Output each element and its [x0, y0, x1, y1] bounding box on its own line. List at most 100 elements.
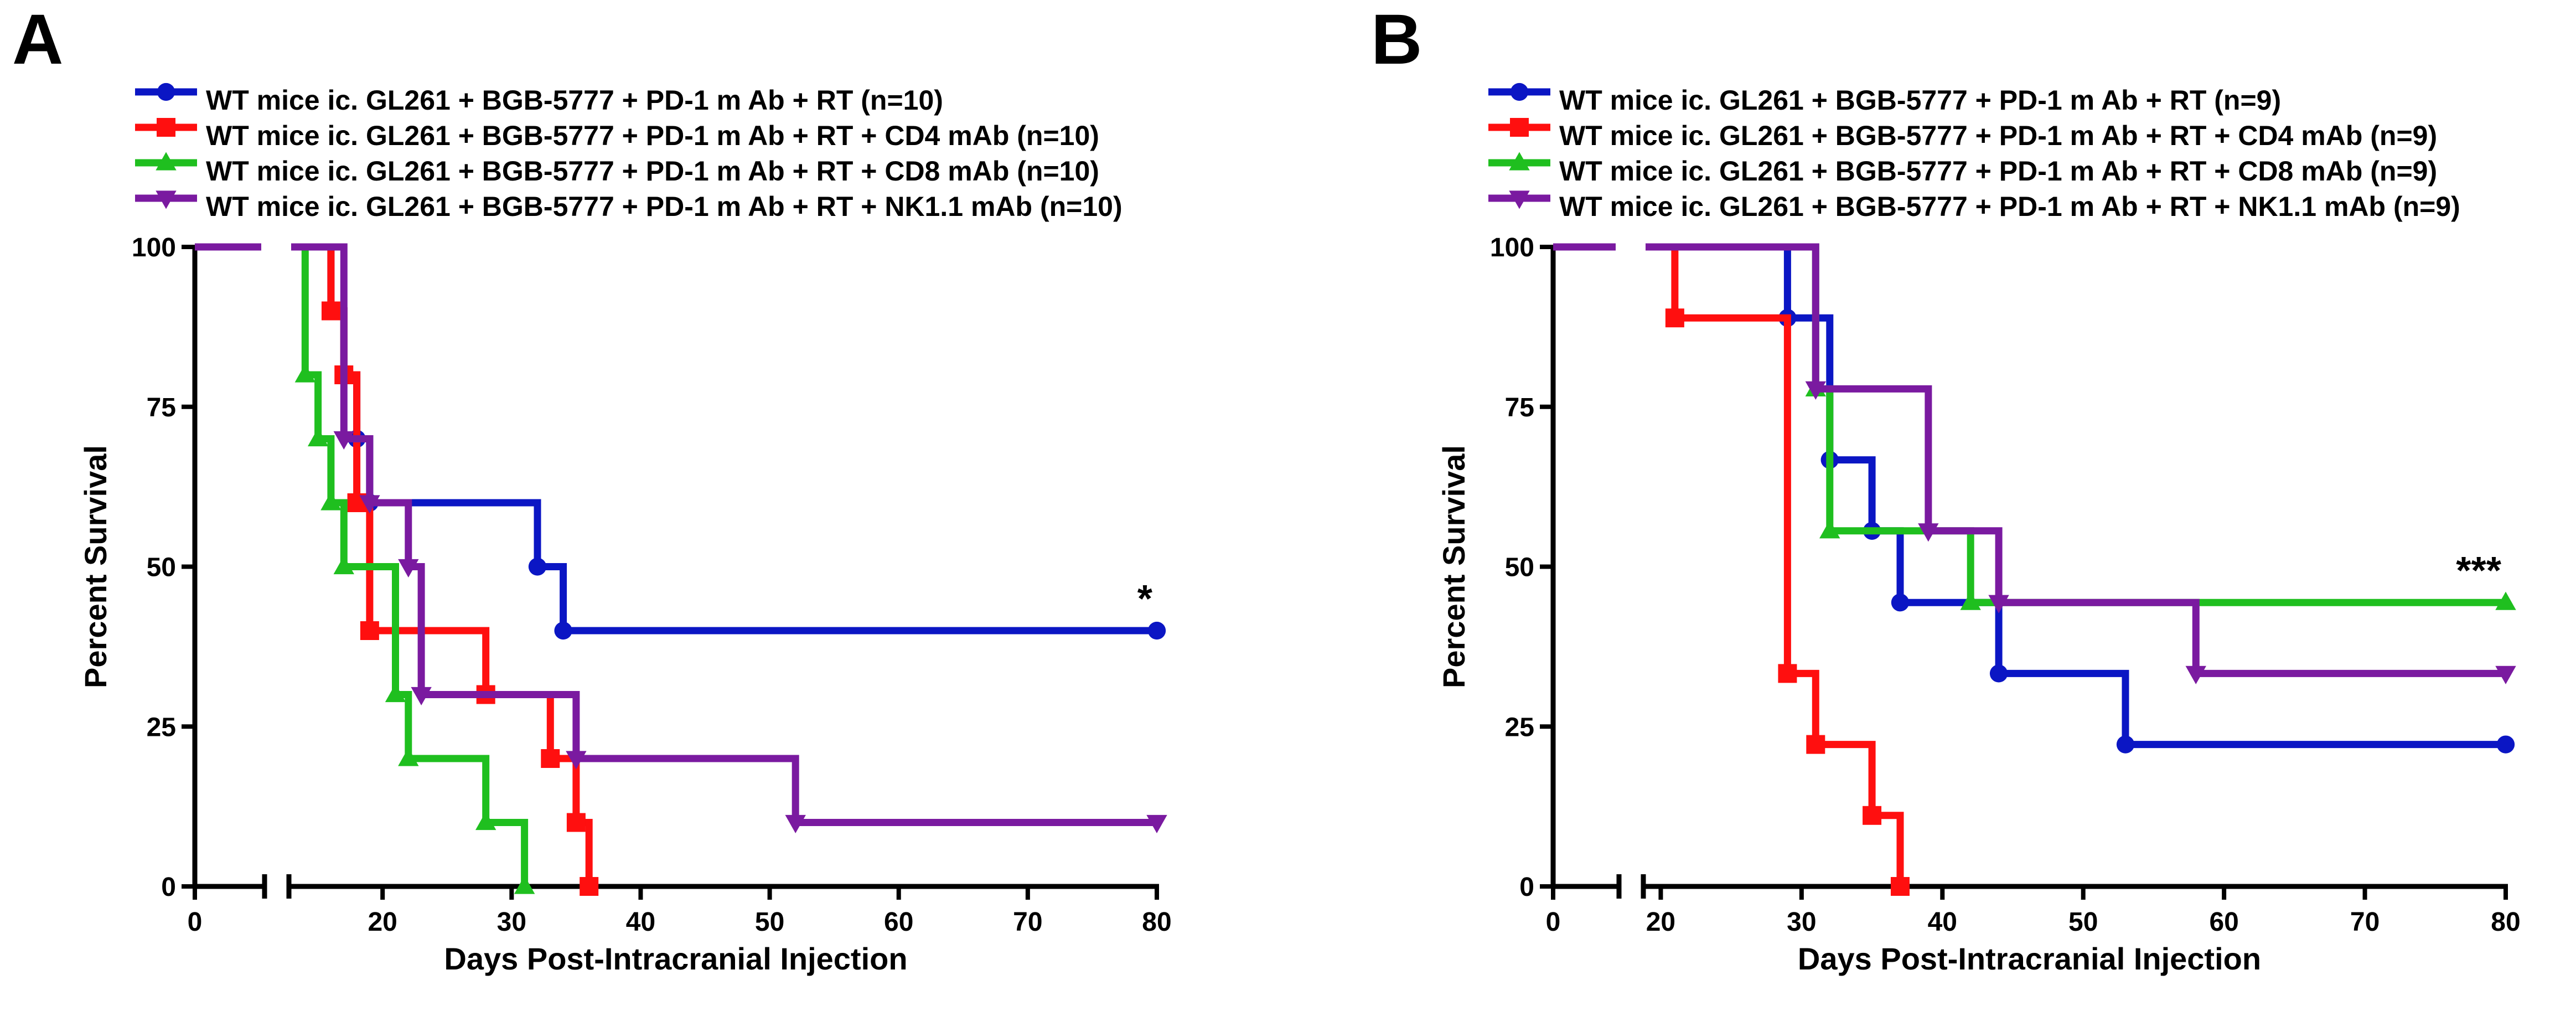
legend-label: WT mice ic. GL261 + BGB-5777 + PD-1 m Ab… — [206, 120, 1099, 151]
panel-label: B — [1371, 0, 1423, 79]
x-tick-label: 70 — [1013, 907, 1042, 937]
y-axis-title: Percent Survival — [1436, 445, 1471, 688]
data-point — [398, 559, 419, 578]
x-tick-label: 0 — [188, 907, 203, 937]
data-point — [1891, 594, 1910, 612]
series-line-1 — [1553, 243, 2506, 749]
series-line-3 — [195, 243, 529, 886]
legend-marker — [156, 152, 177, 171]
series-line-4 — [195, 243, 1157, 826]
x-tick-label: 20 — [368, 907, 397, 937]
x-tick-label: 60 — [2209, 907, 2238, 937]
data-point — [359, 495, 380, 514]
data-point — [514, 875, 535, 894]
x-tick-label: 40 — [626, 907, 655, 937]
legend-marker — [156, 190, 177, 209]
legend-swatch — [135, 118, 197, 137]
legend-marker — [1509, 190, 1530, 209]
x-tick-label: 60 — [884, 907, 913, 937]
data-point — [2495, 666, 2516, 684]
data-point — [2496, 735, 2515, 754]
data-point — [333, 555, 354, 575]
x-tick-label: 80 — [2491, 907, 2520, 937]
legend-label: WT mice ic. GL261 + BGB-5777 + PD-1 m Ab… — [1559, 120, 2438, 151]
data-point — [1146, 814, 1167, 834]
legend-label: WT mice ic. GL261 + BGB-5777 + PD-1 m Ab… — [1559, 85, 2282, 116]
x-axis-title: Days Post-Intracranial Injection — [444, 941, 907, 976]
axis-break-gap — [261, 230, 291, 264]
x-axis-title: Days Post-Intracranial Injection — [1798, 941, 2261, 976]
data-point — [2116, 735, 2135, 754]
y-tick-label: 100 — [1490, 233, 1534, 262]
data-point — [398, 747, 419, 766]
legend-label: WT mice ic. GL261 + BGB-5777 + PD-1 m Ab… — [1559, 191, 2460, 222]
data-point — [566, 813, 586, 832]
panel-label: A — [12, 0, 64, 79]
data-point — [1863, 806, 1882, 825]
y-tick-label: 0 — [1519, 873, 1534, 902]
legend-swatch — [135, 82, 197, 101]
data-point — [580, 877, 599, 896]
data-point — [333, 431, 354, 450]
data-point — [1806, 735, 1825, 754]
data-point — [1819, 520, 1840, 539]
x-tick-label: 80 — [1142, 907, 1171, 937]
y-tick-label: 0 — [161, 873, 176, 902]
x-tick-label: 70 — [2350, 907, 2380, 937]
y-tick-label: 50 — [1505, 553, 1534, 582]
legend-marker — [157, 118, 175, 137]
data-point — [2185, 666, 2206, 684]
survival-plot: 0 25 50 75 100 0 20 30 40 50 60 70 80 Days Post-Intra… — [78, 230, 1172, 976]
legend-label: WT mice ic. GL261 + BGB-5777 + PD-1 m Ab… — [206, 156, 1099, 187]
x-tick-label: 50 — [755, 907, 784, 937]
legend-marker — [1510, 82, 1529, 101]
data-point — [1988, 595, 2009, 613]
series-line-4 — [1553, 243, 2506, 677]
significance-marker: *** — [2456, 549, 2501, 592]
y-tick-label: 25 — [147, 713, 176, 742]
survival-plot: 0 25 50 75 100 0 20 30 40 50 60 70 80 Days Post-Intra… — [1436, 230, 2521, 976]
series-line-2 — [1553, 243, 1904, 886]
axis-break-gap — [1616, 230, 1646, 264]
y-tick-label: 75 — [1505, 393, 1534, 422]
data-point — [360, 621, 379, 640]
x-tick-label: 50 — [2068, 907, 2098, 937]
series-line-3 — [1553, 243, 2506, 606]
data-point — [1960, 591, 1981, 610]
panel-a: A WT mice ic. GL261 + BGB-5777 + PD-1 m … — [12, 0, 1172, 977]
x-tick-label: 30 — [497, 907, 526, 937]
y-tick-label: 75 — [147, 393, 176, 422]
legend-label: WT mice ic. GL261 + BGB-5777 + PD-1 m Ab… — [1559, 156, 2438, 187]
legend-swatch — [135, 152, 197, 171]
legend-swatch — [1488, 82, 1550, 101]
x-tick-label: 40 — [1928, 907, 1957, 937]
data-point — [320, 492, 342, 510]
data-point — [554, 621, 572, 640]
legend-swatch — [135, 190, 197, 209]
legend-marker — [1509, 152, 1530, 171]
legend-swatch — [1488, 118, 1550, 137]
legend-marker — [1510, 118, 1529, 137]
legend-swatch — [1488, 152, 1550, 171]
data-point — [2495, 591, 2516, 610]
y-axis-title: Percent Survival — [78, 445, 113, 688]
x-tick-label: 0 — [1546, 907, 1561, 937]
y-tick-label: 50 — [147, 553, 176, 582]
data-point — [528, 558, 547, 576]
data-point — [785, 814, 806, 834]
data-point — [475, 811, 496, 831]
data-point — [1805, 381, 1827, 400]
data-point — [411, 687, 432, 706]
significance-marker: * — [1137, 577, 1153, 620]
data-point — [294, 364, 316, 383]
legend-label: WT mice ic. GL261 + BGB-5777 + PD-1 m Ab… — [206, 191, 1123, 222]
panel-b: B WT mice ic. GL261 + BGB-5777 + PD-1 m … — [1288, 0, 2576, 1011]
x-tick-label: 30 — [1787, 907, 1816, 937]
data-point — [1778, 664, 1797, 683]
data-point — [307, 427, 329, 447]
legend-swatch — [1488, 190, 1550, 209]
x-tick-label: 20 — [1646, 907, 1675, 937]
data-point — [541, 749, 560, 768]
data-point — [1918, 523, 1939, 542]
data-point — [1890, 877, 1910, 896]
